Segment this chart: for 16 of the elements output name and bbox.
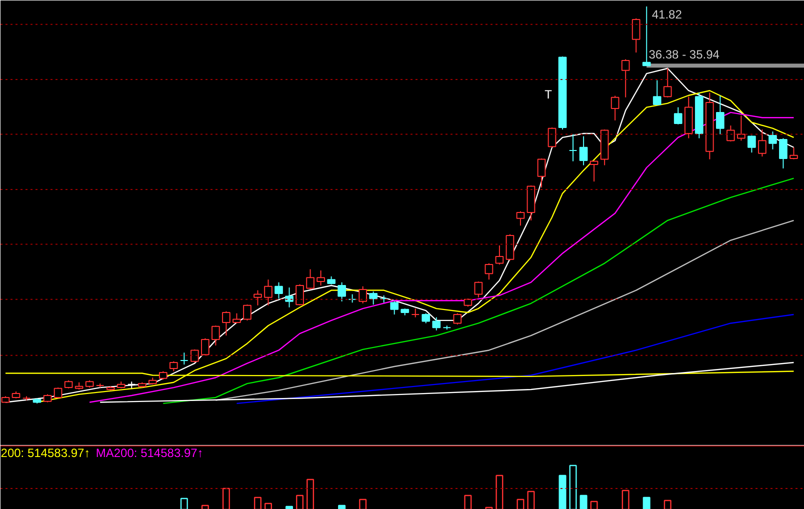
annotation: 36.38 - 35.94 <box>648 48 720 62</box>
annotation: 41.82 <box>652 7 682 22</box>
text: MA200: 514583.97↑ <box>96 446 204 460</box>
bar <box>642 496 650 509</box>
bar <box>580 494 588 509</box>
candlestick <box>568 134 578 162</box>
candlestick <box>716 95 724 135</box>
candlestick <box>411 308 420 318</box>
bar <box>286 506 294 509</box>
annotation: T <box>544 88 553 102</box>
candlestick <box>285 287 294 308</box>
bar <box>338 504 346 509</box>
candlestick <box>705 92 714 160</box>
bar <box>558 474 566 509</box>
candlestick <box>264 279 272 306</box>
text: 200: 514583.97↑ <box>0 446 90 460</box>
